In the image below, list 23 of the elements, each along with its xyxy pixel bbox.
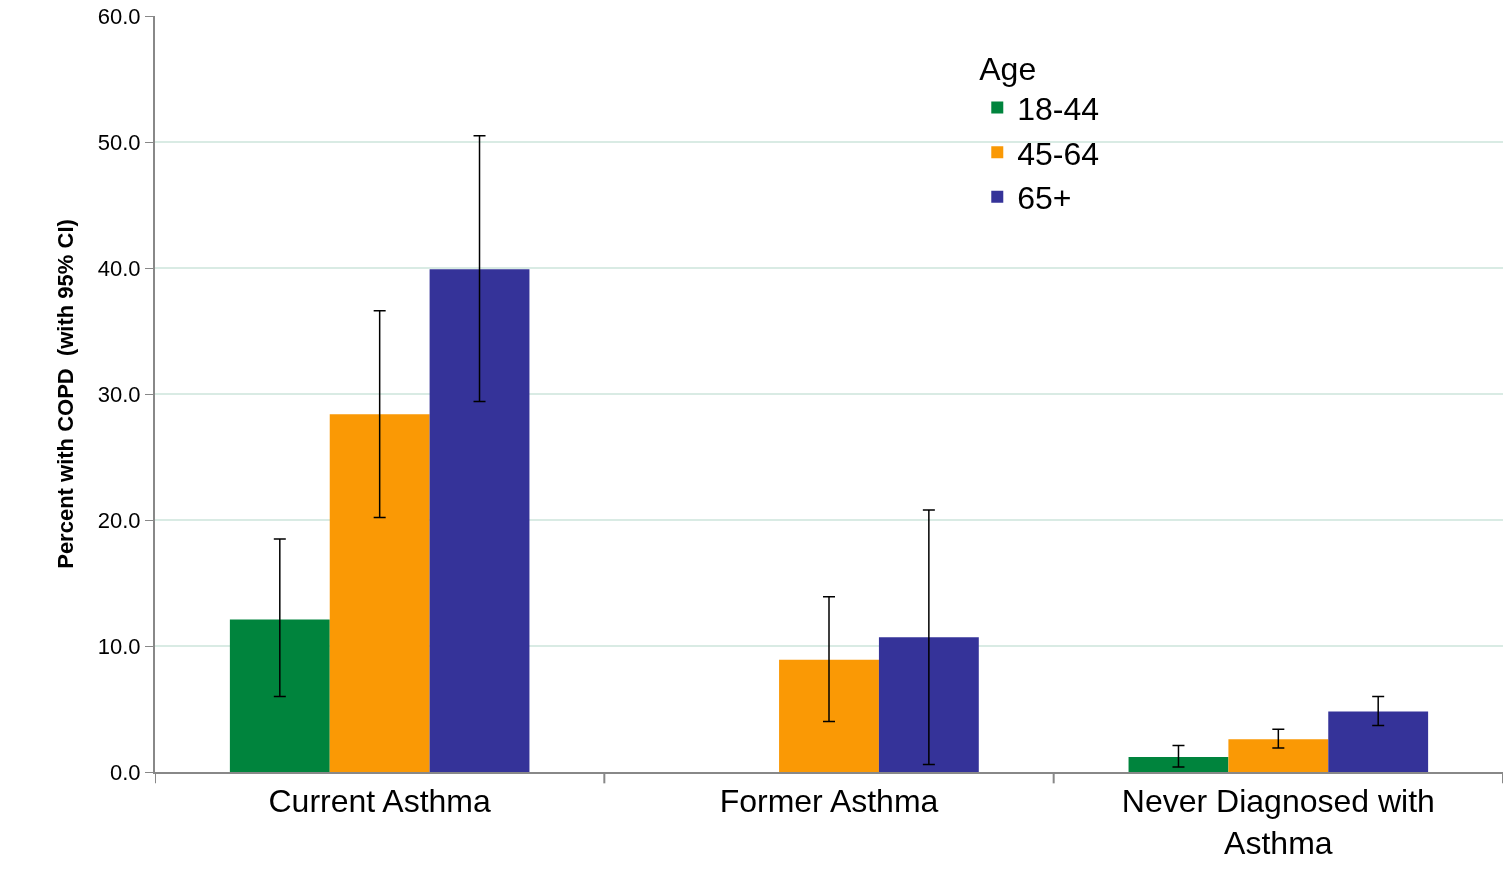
bar xyxy=(329,414,430,772)
y-tick-label: 60.0 xyxy=(97,3,141,29)
bar xyxy=(1328,711,1429,772)
bar xyxy=(229,619,330,772)
legend-label: 65+ xyxy=(1017,180,1072,217)
y-tick-label: 40.0 xyxy=(97,255,141,281)
bar xyxy=(429,269,530,772)
y-tick-label: 50.0 xyxy=(97,129,141,155)
bar xyxy=(878,637,979,772)
y-tick-label: 10.0 xyxy=(97,633,141,659)
x-tick-label: Former Asthma xyxy=(719,783,939,820)
legend-title: Age xyxy=(979,51,1037,88)
x-tick-label: Current Asthma xyxy=(268,783,492,820)
legend-label: 18-44 xyxy=(1017,91,1100,128)
y-tick-label: 30.0 xyxy=(97,381,141,407)
bar xyxy=(1228,739,1329,772)
legend-label: 45-64 xyxy=(1017,135,1100,172)
x-tick-label: Never Diagnosed with Asthma xyxy=(1121,783,1435,861)
y-tick-label: 0.0 xyxy=(110,759,141,785)
bar xyxy=(1128,756,1229,772)
y-tick-label: 20.0 xyxy=(97,507,141,533)
y-axis-title: Percent with COPD (with 95% CI) xyxy=(53,219,79,569)
bar xyxy=(779,659,879,772)
